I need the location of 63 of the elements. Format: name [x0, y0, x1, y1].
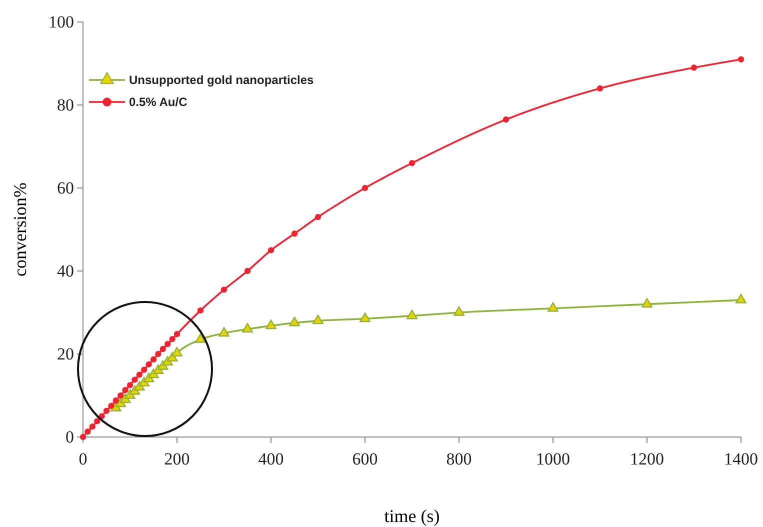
point: [242, 322, 253, 332]
point: [94, 418, 100, 424]
point: [195, 333, 206, 343]
point: [150, 356, 157, 362]
x-tick-label: 1000: [536, 450, 570, 469]
y-tick-label: 60: [57, 178, 74, 198]
point: [136, 372, 142, 378]
y-tick-label: 100: [48, 12, 74, 32]
point: [642, 298, 652, 308]
point: [220, 286, 228, 293]
point: [406, 310, 418, 320]
x-tick-label: 400: [258, 450, 284, 469]
point: [169, 336, 176, 342]
y-tick-label: 20: [57, 344, 74, 364]
point: [141, 366, 148, 373]
point: [118, 392, 124, 399]
point: [312, 314, 324, 324]
point: [197, 307, 204, 314]
point: [548, 302, 558, 312]
point: [174, 330, 180, 338]
point: [289, 316, 300, 326]
point: [454, 306, 464, 316]
y-tick-label: 0: [66, 427, 74, 446]
point: [502, 116, 510, 123]
point: [160, 346, 166, 352]
y-axis-title: conversion%: [10, 182, 30, 276]
point: [89, 424, 96, 430]
point: [291, 230, 298, 237]
point: [736, 294, 746, 304]
point: [408, 160, 416, 166]
point: [266, 320, 276, 330]
point: [172, 347, 182, 357]
x-tick-label: 800: [446, 450, 472, 469]
point: [146, 361, 152, 368]
point: [738, 56, 744, 62]
x-tick-label: 0: [78, 450, 88, 469]
point: [268, 247, 274, 254]
point: [362, 184, 368, 192]
point: [80, 434, 86, 440]
x-axis-title: time (s): [384, 506, 440, 526]
point: [103, 408, 110, 414]
point: [218, 327, 230, 337]
point: [155, 350, 162, 358]
x-tick-label: 600: [352, 450, 378, 469]
point: [108, 402, 114, 409]
point: [132, 376, 138, 383]
x-tick-label: 1400: [724, 450, 758, 469]
point: [122, 387, 128, 394]
legend-label: Unsupported gold nanoparticles: [129, 73, 314, 88]
point: [244, 268, 251, 274]
point: [360, 312, 370, 322]
x-tick-label: 200: [164, 450, 190, 469]
point: [126, 382, 134, 388]
point: [314, 214, 322, 220]
point: [596, 85, 604, 92]
point: [690, 64, 698, 71]
x-tick-label: 1200: [630, 450, 664, 469]
point: [112, 397, 119, 404]
y-tick-label: 40: [57, 261, 74, 280]
point: [84, 428, 91, 435]
point: [164, 340, 171, 348]
y-tick-label: 80: [57, 95, 74, 114]
legend-label: 0.5% Au/C: [129, 95, 188, 110]
